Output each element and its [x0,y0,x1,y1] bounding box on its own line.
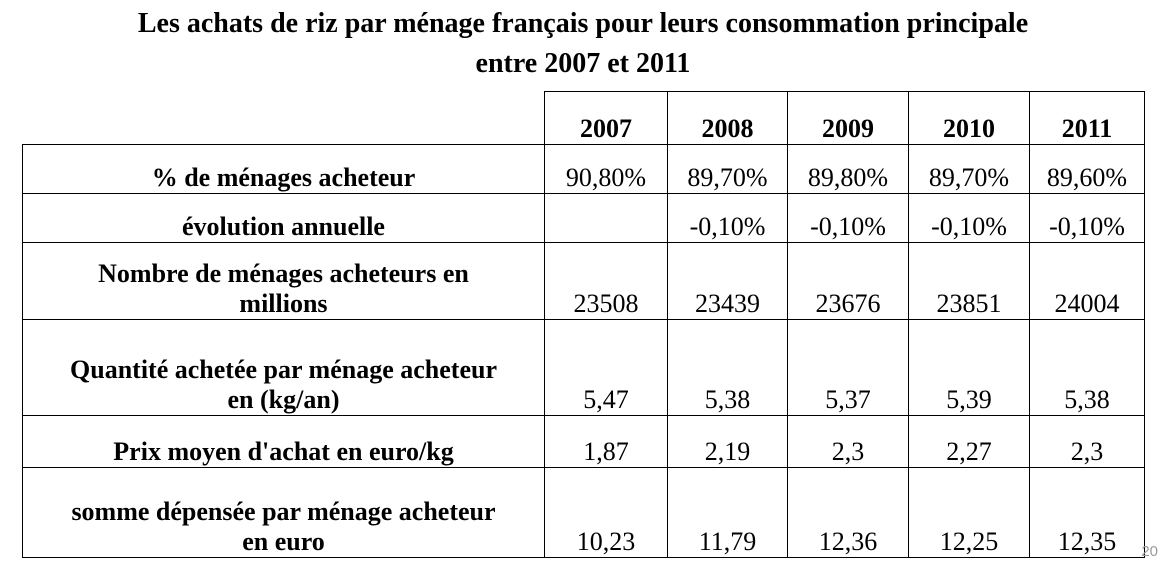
row-label-quantity: Quantité achetée par ménage acheteur en … [22,319,545,416]
table-cell: 23439 [667,242,788,320]
year-header-2007: 2007 [544,91,668,145]
table-row: Prix moyen d'achat en euro/kg 1,87 2,19 … [22,415,1145,468]
table-cell: 12,36 [787,467,909,558]
year-header-2011: 2011 [1029,91,1145,145]
table-cell: 5,37 [787,319,909,416]
table-cell: -0,10% [1029,193,1145,243]
row-label-line: Prix moyen d'achat en euro/kg [113,437,454,466]
table-cell: -0,10% [908,193,1030,243]
table-cell: 89,80% [787,144,909,194]
table-row: évolution annuelle -0,10% -0,10% -0,10% … [22,193,1145,243]
table-row: % de ménages acheteur 90,80% 89,70% 89,8… [22,144,1145,194]
table-row: somme dépensée par ménage acheteur en eu… [22,467,1145,558]
row-label-line: millions [239,289,328,318]
table-cell: 89,70% [667,144,788,194]
year-header-2008: 2008 [667,91,788,145]
title-line-2: entre 2007 et 2011 [475,48,691,79]
table-cell: 90,80% [544,144,668,194]
row-label-avg-price: Prix moyen d'achat en euro/kg [22,415,545,468]
table-cell: 23676 [787,242,909,320]
rice-purchase-table: 2007 2008 2009 2010 2011 % de ménages ac… [22,91,1145,558]
table-cell: -0,10% [787,193,909,243]
table-cell: 5,47 [544,319,668,416]
table-cell: 2,19 [667,415,788,468]
header-row: 2007 2008 2009 2010 2011 [22,91,1145,145]
row-label-line: en euro [242,527,325,556]
table-cell: 24004 [1029,242,1145,320]
table-cell: 23508 [544,242,668,320]
table-row: Nombre de ménages acheteurs en millions … [22,242,1145,320]
table-cell: 10,23 [544,467,668,558]
row-label-line: évolution annuelle [182,212,385,241]
table-cell: 89,70% [908,144,1030,194]
row-label-annual-change: évolution annuelle [22,193,545,243]
table-cell: 5,38 [1029,319,1145,416]
table-cell: 2,3 [787,415,909,468]
row-label-line: en (kg/an) [227,385,340,414]
table-cell: 5,38 [667,319,788,416]
table-cell: 2,27 [908,415,1030,468]
table-cell: 12,35 [1029,467,1145,558]
table-cell: 23851 [908,242,1030,320]
row-label-line: Quantité achetée par ménage acheteur [70,355,497,384]
table-cell: 11,79 [667,467,788,558]
year-header-2010: 2010 [908,91,1030,145]
table-cell: 12,25 [908,467,1030,558]
page-number: 20 [1141,543,1158,560]
table-cell [544,193,668,243]
table-cell: 89,60% [1029,144,1145,194]
year-header-2009: 2009 [787,91,909,145]
row-label-amount-spent: somme dépensée par ménage acheteur en eu… [22,467,545,558]
table-cell: 5,39 [908,319,1030,416]
table-row: Quantité achetée par ménage acheteur en … [22,319,1145,416]
row-label-line: somme dépensée par ménage acheteur [71,497,496,526]
table-cell: -0,10% [667,193,788,243]
title-line-1: Les achats de riz par ménage français po… [137,8,1029,39]
page-title: Les achats de riz par ménage français po… [0,4,1166,84]
table-cell: 1,87 [544,415,668,468]
row-label-households-millions: Nombre de ménages acheteurs en millions [22,242,545,320]
row-label-line: % de ménages acheteur [151,163,416,192]
table-cell: 2,3 [1029,415,1145,468]
row-label-line: Nombre de ménages acheteurs en [98,259,469,288]
header-corner-cell [22,91,545,145]
row-label-households-pct: % de ménages acheteur [22,144,545,194]
